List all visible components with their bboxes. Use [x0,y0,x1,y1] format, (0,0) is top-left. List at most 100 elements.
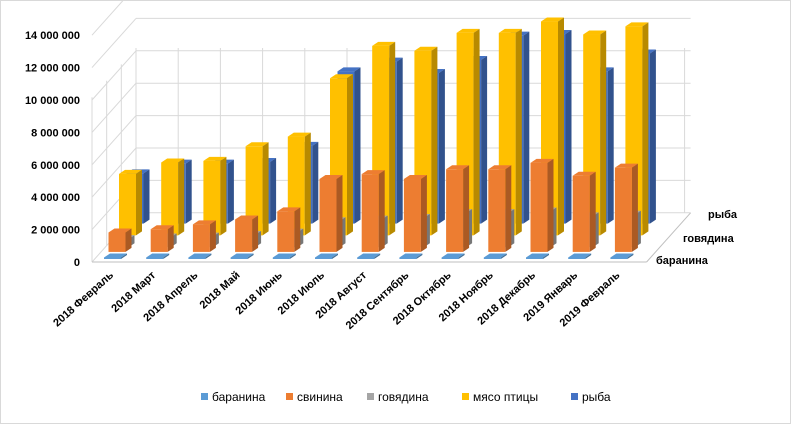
bar-top [245,142,269,147]
y-tick-label: 2 000 000 [31,225,80,237]
bar-side [631,163,638,252]
bar-top [483,253,507,258]
bar-side [374,253,381,259]
y-tick-label: 0 [74,257,80,269]
bar-side [589,171,596,252]
bar-top [235,215,259,220]
bar-front [161,162,179,236]
bar-свинина-3 [235,215,259,252]
gridline-diagonal [91,50,137,101]
bar-top [277,207,301,212]
bar-баранина-7 [399,253,423,259]
legend-swatch [571,393,578,400]
bar-side [220,156,227,236]
bars [104,17,656,259]
legend-item: свинина [286,390,343,404]
bar-side [336,175,343,252]
bar-top [498,28,522,33]
legend: баранина свинина говядина мясо птицы рыба [201,390,611,404]
bar-свинина-10 [530,158,554,252]
bar-side [458,253,465,259]
bar-side [481,55,488,224]
bar-top [146,253,170,258]
bar-front [399,257,417,259]
bar-side [396,57,403,224]
bar-top [272,253,296,258]
bar-top [119,169,142,174]
bar-front [403,179,421,252]
bar-side [463,165,470,252]
legend-label: свинина [297,390,343,404]
bar-top [372,41,396,46]
bar-side [136,169,142,236]
bar-front [319,179,337,252]
legend-swatch [367,393,374,400]
bar-side [247,253,254,259]
bar-side [294,207,301,252]
bar-свинина-11 [572,171,596,252]
bar-баранина-5 [315,253,338,259]
bar-top [568,253,592,258]
bar-top [530,158,554,163]
bar-side [205,253,212,259]
bar-top [104,253,127,258]
bar-свинина-9 [488,165,512,252]
bar-side [289,253,296,259]
bar-свинина-4 [277,207,301,252]
bar-front [572,175,590,252]
bar-мясо птицы-0 [119,169,142,236]
bar-front [203,160,221,236]
bar-front [530,162,548,252]
bar-свинина-2 [192,220,216,252]
bar-side [178,158,185,236]
floor-right-edge [646,212,691,263]
bar-top [488,165,512,170]
bar-баранина-8 [441,253,465,259]
bar-top [361,170,385,175]
bar-top [330,74,353,79]
bar-top [614,163,638,168]
bar-side [270,158,277,224]
bar-баранина-9 [483,253,507,259]
bar-баранина-12 [610,253,634,259]
bar-баранина-0 [104,253,127,259]
legend-item: говядина [367,390,429,404]
legend-item: рыба [571,390,611,404]
bar-side [438,68,445,224]
bar-top [403,175,427,180]
bar-side [416,253,423,259]
bar-front [614,167,632,252]
bar-side [304,132,311,236]
bar-мясо птицы-1 [161,158,185,236]
bar-top [625,22,649,27]
bar-front [146,257,164,259]
bar-side [167,225,174,252]
bar-side [585,253,592,259]
bar-front [230,257,248,259]
bar-side [565,30,572,224]
bar-top [583,30,607,35]
bar-front [446,169,464,252]
bar-баранина-3 [230,253,254,259]
bar-front [483,257,501,259]
bar-front [245,146,263,236]
gridline-diagonal [91,18,137,68]
bar-front [361,174,379,252]
depth-label: говядина [683,233,735,245]
bar-свинина-12 [614,163,638,252]
bar-side [185,159,192,224]
bar-side [347,74,353,236]
legend-swatch [286,393,293,400]
bar-side [163,253,170,259]
bar-side [543,253,549,259]
bar-front [104,257,121,259]
legend-item: мясо птицы [462,390,538,404]
bar-front [188,257,206,259]
bar-side [389,41,396,236]
bar-свинина-5 [319,175,343,252]
bar-top [446,165,470,170]
depth-label: баранина [656,255,709,267]
bar-свинина-1 [150,225,174,252]
bar-баранина-1 [146,253,170,259]
